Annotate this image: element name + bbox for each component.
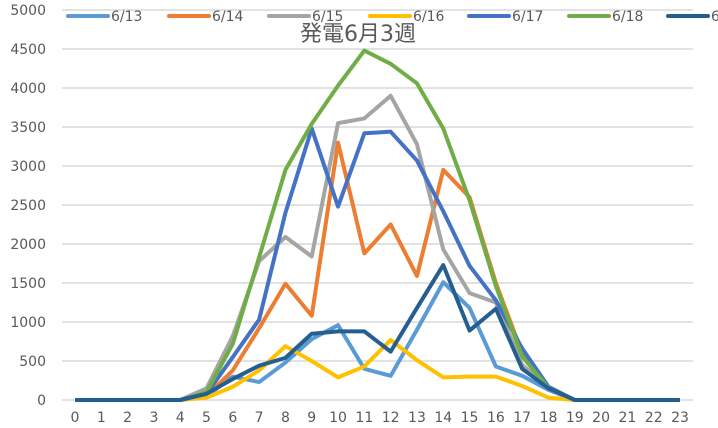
x-tick-label: 11 [355,410,373,426]
x-tick-label: 6 [228,410,237,426]
legend-item: 6/15 [267,9,343,25]
x-tick-label: 13 [408,410,426,426]
y-tick-label: 4000 [10,81,46,97]
x-tick-label: 9 [307,410,316,426]
series-lines [75,48,680,402]
y-tick-label: 500 [19,354,46,370]
legend-label: 6/16 [413,9,445,25]
x-tick-label: 22 [645,410,663,426]
y-tick-label: 2500 [10,198,46,214]
x-tick-label: 12 [382,410,400,426]
x-tick-label: 20 [592,410,610,426]
x-tick-label: 16 [487,410,505,426]
x-tick-label: 2 [123,410,132,426]
legend-item: 6/19 [666,9,718,25]
x-tick-label: 4 [176,410,185,426]
x-tick-label: 15 [461,410,479,426]
x-axis-ticks: 0 1 2 3 4 5 6 7 8 9 10 11 12 13 14 15 16 17 18 19 20 21 22 23 [71,410,689,426]
legend-item: 6/16 [368,9,445,25]
legend-label: 6/15 [312,9,343,25]
legend-label: 6/19 [711,9,718,25]
x-tick-label: 21 [618,410,636,426]
y-tick-label: 5000 [10,3,46,19]
x-tick-label: 23 [671,410,689,426]
chart-title: 発電6月3週 [300,22,416,47]
legend-item: 6/18 [567,9,643,25]
x-tick-label: 5 [202,410,211,426]
legend-label: 6/17 [512,9,543,25]
gridlines [62,9,693,401]
x-tick-label: 7 [255,410,264,426]
x-tick-label: 8 [281,410,290,426]
series-line-6-18 [75,48,680,402]
x-tick-label: 18 [540,410,558,426]
series-line-6-17 [75,126,680,402]
legend: 6/13 6/14 6/15 6/16 6/17 6/18 6/19 [66,9,718,25]
x-tick-label: 10 [329,410,347,426]
x-tick-label: 14 [434,410,452,426]
y-tick-label: 1500 [10,276,46,292]
y-tick-label: 4500 [10,42,46,58]
legend-label: 6/18 [612,9,643,25]
legend-label: 6/14 [212,9,244,25]
x-tick-label: 1 [97,410,106,426]
x-tick-label: 19 [566,410,584,426]
y-tick-label: 1000 [10,315,46,331]
y-tick-label: 0 [37,393,46,409]
y-tick-label: 3000 [10,159,46,175]
legend-item: 6/13 [66,9,142,25]
y-tick-label: 3500 [10,120,46,136]
legend-item: 6/14 [167,9,244,25]
legend-item: 6/17 [467,9,543,25]
series-line-6-16 [75,337,680,402]
x-tick-label: 0 [71,410,80,426]
series-line-6-19 [75,263,680,402]
y-tick-label: 2000 [10,237,46,253]
x-tick-label: 17 [513,410,531,426]
x-tick-label: 3 [149,410,158,426]
legend-label: 6/13 [111,9,142,25]
y-axis-ticks: 0 500 1000 1500 2000 2500 3000 3500 4000 4500 5000 [10,3,46,409]
